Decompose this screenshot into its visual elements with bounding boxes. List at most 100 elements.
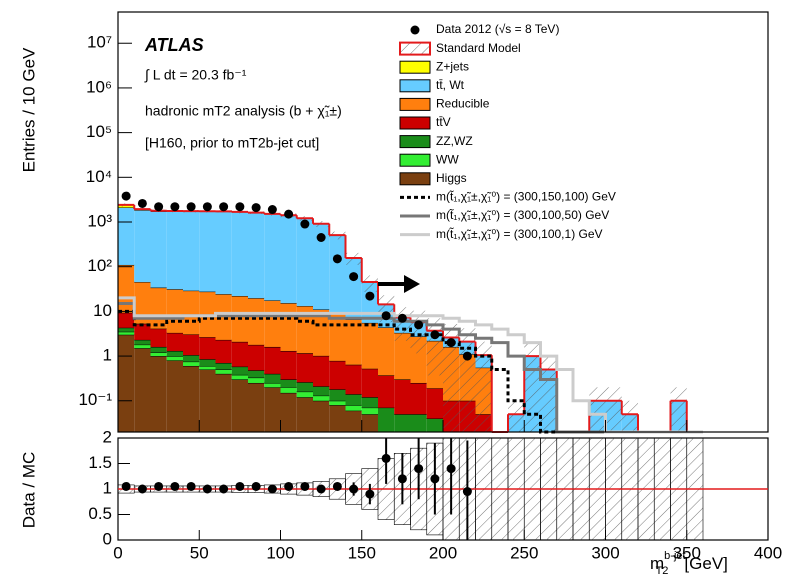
ratio-y-tick-label: 0.5 — [88, 504, 112, 523]
analysis-label: hadronic mT2 analysis (b + χ̃₁±) — [145, 103, 342, 119]
stack-bar — [361, 368, 378, 398]
y-tick-label: 10⁻¹ — [78, 390, 112, 409]
stack-bar — [313, 309, 330, 356]
stack-bar — [118, 327, 135, 332]
data-point — [154, 202, 164, 212]
x-tick-label: 250 — [510, 543, 538, 562]
stack-bar — [361, 397, 378, 408]
stack-bar — [215, 211, 232, 295]
ratio-point — [332, 481, 342, 491]
stack-bar — [296, 382, 313, 392]
stack-bar — [199, 365, 216, 370]
ratio-point — [365, 489, 375, 499]
legend-marker — [399, 41, 431, 56]
uncertainty-band — [589, 387, 606, 432]
y-tick-label: 10⁵ — [86, 122, 112, 141]
stack-bar — [118, 312, 135, 328]
uncertainty-band — [670, 387, 687, 432]
stack-bar — [199, 211, 216, 292]
stack-bar — [378, 327, 395, 376]
y-tick-label: 10⁴ — [86, 167, 112, 186]
data-point — [202, 202, 212, 212]
stack-bar — [394, 332, 411, 380]
stack-bar — [183, 355, 200, 362]
stack-bar — [329, 405, 346, 432]
stack-bar — [248, 298, 265, 345]
ratio-point — [446, 464, 456, 474]
data-point — [446, 338, 456, 348]
cut-arrow-head — [404, 275, 420, 293]
stack-bar — [264, 213, 281, 301]
stack-bar — [296, 306, 313, 354]
stack-bar — [150, 328, 167, 347]
stack-bar — [280, 303, 297, 351]
data-point — [462, 351, 472, 361]
data-point — [121, 191, 131, 201]
ratio-point — [170, 481, 180, 491]
ratio-point — [284, 481, 294, 491]
y-tick-label: 10 — [93, 301, 112, 320]
stack-bar — [426, 388, 443, 419]
stack-bar — [134, 282, 151, 324]
stack-bar — [394, 414, 411, 432]
ratio-point — [381, 453, 391, 463]
stack-bar — [280, 392, 297, 432]
stack-bar — [199, 369, 216, 432]
signal-line — [118, 296, 703, 434]
stack-bar — [296, 218, 313, 307]
stack-bar — [329, 400, 346, 406]
stack-bar — [118, 331, 135, 335]
stack-bar — [231, 366, 248, 375]
stack-bar — [166, 289, 183, 333]
legend-label: tt̄V — [436, 115, 451, 129]
data-point — [267, 205, 277, 215]
legend-label: WW — [436, 152, 459, 166]
legend-label: m(t̃₁,χ̃₁±,χ̃₁⁰) = (300,100,50) GeV — [436, 208, 609, 223]
data-point — [235, 202, 245, 212]
stack-bar — [199, 359, 216, 366]
x-tick-label: 150 — [348, 543, 376, 562]
selection-label: [H160, prior to mT2b-jet cut] — [145, 135, 319, 151]
data-point — [284, 209, 294, 219]
data-point — [170, 202, 180, 212]
x-axis-label: mb-jet T2 [GeV] — [650, 550, 728, 577]
stack-bar — [166, 356, 183, 361]
stack-bar — [296, 391, 313, 398]
data-point — [430, 330, 440, 340]
legend-label: tt̄, Wt — [436, 78, 465, 92]
stack-bar — [248, 382, 265, 432]
data-point — [365, 291, 375, 301]
stack-bar — [313, 355, 330, 387]
ratio-y-tick-label: 1 — [103, 478, 112, 497]
ratio-point — [316, 484, 326, 494]
x-label-sub: T2 — [656, 565, 669, 577]
stack-bar — [345, 319, 362, 365]
stack-bar — [313, 395, 330, 401]
stack-bar — [150, 352, 167, 357]
y-tick-label: 10⁷ — [87, 33, 112, 52]
x-tick-label: 200 — [429, 543, 457, 562]
stack-bar — [248, 212, 265, 299]
legend-marker — [399, 172, 431, 186]
stack-bar — [329, 235, 346, 314]
uncertainty-band — [540, 356, 557, 432]
data-point — [219, 202, 229, 212]
legend-label: Z+jets — [436, 59, 469, 73]
ratio-point — [137, 484, 147, 494]
stack-bar — [118, 207, 135, 265]
x-tick-label: 400 — [754, 543, 782, 562]
stack-bar — [345, 410, 362, 432]
y-tick-label: 10³ — [87, 211, 112, 230]
data-point — [332, 254, 342, 264]
stack-bar — [134, 348, 151, 432]
uncertainty-band — [361, 275, 378, 292]
ratio-point — [154, 481, 164, 491]
stack-bar — [264, 300, 281, 347]
uncertainty-band — [475, 341, 492, 432]
stack-bar — [215, 369, 232, 374]
uncertainty-band — [459, 328, 476, 432]
uncertainty-band — [443, 324, 460, 432]
stack-bar — [215, 362, 232, 370]
